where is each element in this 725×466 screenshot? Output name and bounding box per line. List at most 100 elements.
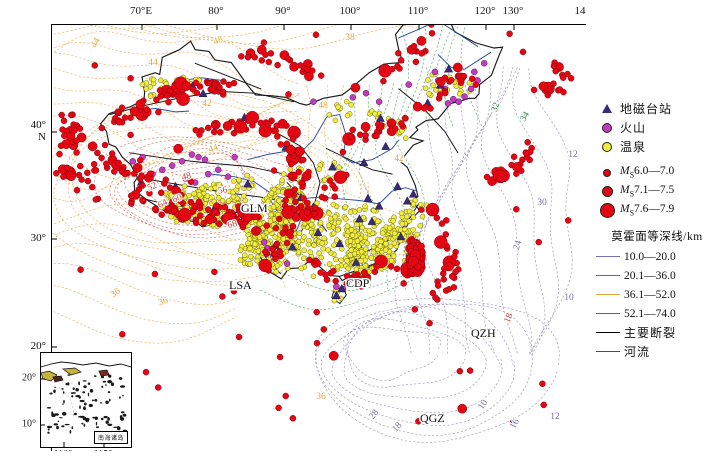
svg-text:38: 38 [345,33,355,43]
geomagnetic-station-icon [594,104,620,113]
svg-text:68: 68 [227,219,239,231]
line-swatch-icon [592,256,624,257]
legend-symbols: 地磁台站火山温泉 MS6.0—7.0 MS7.1—7.5 MS7.6—7.9 [594,99,720,220]
axis-tick-lon: 70°E [129,5,153,17]
legend-item-quake-m60-70: MS6.0—7.0 [594,163,720,182]
legend-item-hot-spring: 温泉 [594,137,720,156]
legend-item-quake-m71-75: MS7.1—7.5 [594,182,720,201]
svg-text:48: 48 [318,101,328,111]
svg-text:28: 28 [368,408,382,422]
line-swatch-icon [592,332,624,333]
svg-text:10: 10 [477,398,491,412]
station-label: CDP [346,276,370,290]
svg-text:42: 42 [394,154,404,164]
svg-text:60: 60 [171,193,184,206]
circle-icon [599,203,615,218]
svg-text:30: 30 [537,198,547,208]
svg-text:12: 12 [550,412,560,422]
legend-contour-row: 36.1—52.0 [592,285,722,304]
svg-text:CDP: CDP [346,276,370,290]
svg-text:QZH: QZH [471,326,496,340]
axis-tick-lat: 40° N [30,119,46,143]
svg-text:36: 36 [316,392,326,402]
station-label: LSA [229,278,252,292]
svg-text:38: 38 [345,33,355,43]
svg-text:68: 68 [227,219,239,231]
svg-text:52: 52 [146,181,159,194]
legend-contours: 莫霍面等深线/km 10.0—20.0 20.1—36.0 36.1—52.0 52.… [592,228,722,361]
station-label: QZH [471,326,496,340]
inset-map-south-china-sea[interactable]: 南海诸岛 [40,352,132,448]
axis-tick-lon: 120° [474,5,496,17]
legend-item-quake-m76-79: MS7.6—7.9 [594,201,720,220]
legend-contour-label: 10.0—20.0 [624,250,676,263]
legend-label-quake-m76-79: MS7.6—7.9 [620,203,675,218]
svg-text:48: 48 [181,171,193,183]
legend-contour-row: 20.1—36.0 [592,266,722,285]
legend-contour-row: 10.0—20.0 [592,247,722,266]
legend-contour-row: 河流 [592,342,722,361]
svg-text:GLM: GLM [241,201,268,215]
svg-text:44: 44 [90,36,103,49]
axis-tick-lat: 20° [30,340,46,352]
svg-text:12: 12 [550,412,560,422]
svg-text:QGZ: QGZ [420,411,445,425]
legend-label-volcano: 火山 [620,121,647,135]
axis-tick-lon: 100° [339,5,361,17]
svg-text:36: 36 [109,286,123,300]
legend-item-volcano: 火山 [594,118,720,137]
inset-axis-tick-lat: 10° [22,418,36,430]
legend-contours-rows: 10.0—20.0 20.1—36.0 36.1—52.0 52.1—74.0 主要断裂… [592,247,722,361]
svg-text:48: 48 [181,171,193,183]
legend-label-quake-m71-75: MS7.1—7.5 [620,184,675,199]
circle-icon [603,168,611,177]
inset-canvas [41,361,131,447]
legend-contour-label: 主要断裂 [624,326,677,340]
axis-tick-lat: 30° [30,232,46,244]
circle-icon [601,186,613,197]
bottom-gutter [0,451,725,466]
svg-text:44: 44 [207,143,219,156]
svg-text:42: 42 [202,99,212,109]
inset-caption: 南海诸岛 [93,431,128,444]
svg-text:10: 10 [564,293,574,303]
svg-text:44: 44 [148,58,158,68]
axis-tick-lon: 110° [407,5,429,17]
quake-m71-75-icon [594,186,620,197]
svg-text:42: 42 [202,99,212,109]
svg-text:56: 56 [217,185,228,196]
legend-contours-title: 莫霍面等深线/km [611,231,703,243]
line-swatch-icon [592,313,624,314]
axis-tick-lon: 80° [208,5,224,17]
svg-text:16: 16 [509,417,522,430]
main-map[interactable]: 44 44 44 44 48 48 42 42 44 44 48 48 38 38 42 42 32 32 34 34… [51,24,587,452]
map-canvas: 4444444448484242444448483838424232323434… [52,25,579,444]
svg-text:36: 36 [157,296,170,309]
svg-text:18: 18 [391,421,405,435]
svg-text:30: 30 [537,198,547,208]
circle-icon [602,141,612,152]
triangle-icon [602,104,612,113]
line-swatch-icon [592,275,624,276]
axis-tick-lon: 130° [502,5,524,17]
svg-text:48: 48 [212,35,225,48]
legend-contour-label: 20.1—36.0 [624,269,676,282]
legend-label-quake-m60-70: MS6.0—7.0 [620,165,675,180]
svg-text:12: 12 [568,150,578,160]
hot-spring-icon [594,141,620,152]
station-label: QGZ [420,411,445,425]
svg-text:12: 12 [568,150,578,160]
legend-contour-label: 河流 [624,345,651,359]
svg-text:36: 36 [316,392,326,402]
svg-text:56: 56 [217,185,228,196]
svg-text:LSA: LSA [229,278,252,292]
svg-text:44: 44 [148,58,158,68]
svg-text:32: 32 [490,101,503,113]
circle-icon [602,122,612,133]
legend-contour-row: 52.1—74.0 [592,304,722,323]
legend-item-geomagnetic-station: 地磁台站 [594,99,720,118]
legend-contour-label: 52.1—74.0 [624,307,676,320]
svg-text:18: 18 [503,312,516,325]
legend-label-hot-spring: 温泉 [620,140,647,154]
